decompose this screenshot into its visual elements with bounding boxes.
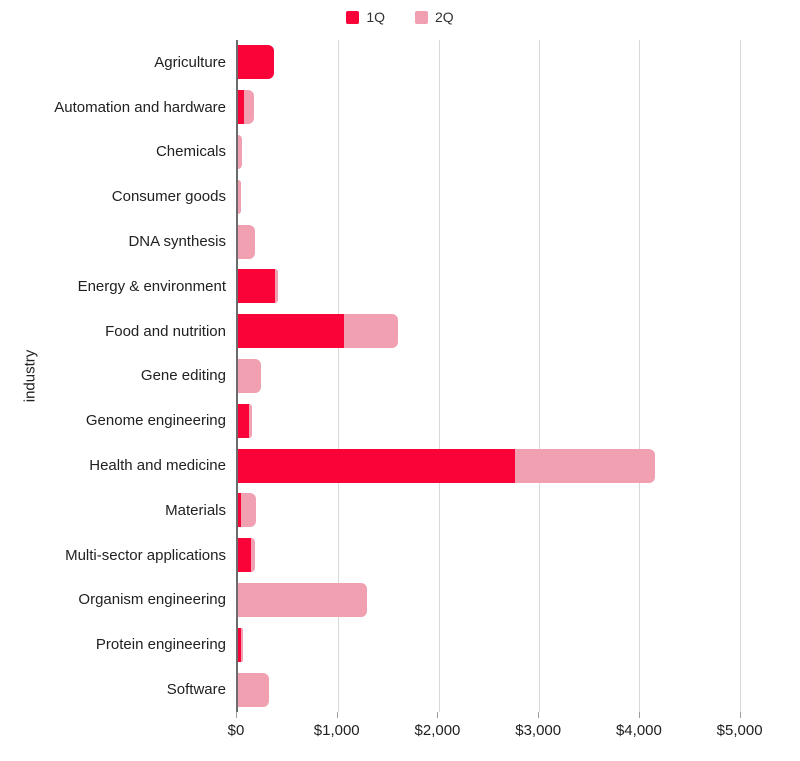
bar-row — [238, 578, 790, 623]
legend-item-2q: 2Q — [415, 9, 454, 25]
category-label: Software — [166, 681, 226, 699]
bar-row — [238, 533, 790, 578]
gridline — [639, 40, 641, 712]
bar-row — [238, 85, 790, 130]
bar-segment-2q — [249, 403, 252, 438]
bar-segment-1q — [238, 493, 241, 528]
bar-stack — [238, 90, 790, 125]
tick-mark — [638, 712, 640, 718]
bar-stack — [238, 224, 790, 259]
legend: 1Q 2Q — [0, 6, 800, 28]
category-label: Chemicals — [155, 143, 226, 161]
legend-swatch-icon — [346, 10, 360, 24]
category-axis-labels: Agriculture Automation and hardware Chemic… — [0, 40, 226, 712]
category-label: Materials — [165, 501, 226, 519]
bar-segment-1q — [238, 90, 245, 125]
bar-row — [238, 40, 790, 85]
category-label: Automation and hardware — [54, 98, 226, 116]
bar-segment-1q — [238, 403, 250, 438]
bar-row — [238, 130, 790, 175]
category-label: Energy & environment — [77, 277, 226, 295]
bar-segment-2q — [238, 582, 368, 617]
category-label: Health and medicine — [89, 457, 226, 475]
gridline — [338, 40, 340, 712]
bar-segment-2q — [241, 493, 257, 528]
category-label: Protein engineering — [95, 636, 226, 654]
category-label: Genome engineering — [85, 412, 226, 430]
bar-stack — [238, 403, 790, 438]
bar-row — [238, 174, 790, 219]
bar-segment-2q — [251, 538, 256, 573]
bar-segment-2q — [275, 269, 279, 304]
tick-mark — [336, 712, 338, 718]
bar-row — [238, 219, 790, 264]
category-label: Multi-sector applications — [65, 546, 226, 564]
bar-row — [238, 264, 790, 309]
legend-label: 1Q — [366, 9, 385, 25]
bar-segment-1q — [238, 314, 345, 349]
bar-segment-2q — [238, 358, 262, 393]
category-label: Consumer goods — [111, 188, 226, 206]
bar-stack — [238, 627, 790, 662]
bar-segment-1q — [238, 448, 515, 483]
tick-mark — [437, 712, 439, 718]
bar-segment-1q — [238, 538, 252, 573]
bar-row — [238, 354, 790, 399]
bar-stack — [238, 538, 790, 573]
legend-swatch-icon — [415, 10, 428, 24]
bar-stack — [238, 582, 790, 617]
bar-stack — [238, 179, 790, 214]
gridline — [539, 40, 541, 712]
tick-label: $4,000 — [615, 722, 662, 739]
bar-segment-2q — [515, 448, 655, 483]
bar-stack — [238, 672, 790, 707]
bar-stack — [238, 45, 790, 80]
gridline — [739, 40, 741, 712]
bar-segment-2q — [241, 627, 243, 662]
bar-segment-1q — [238, 627, 241, 662]
bar-segment-1q — [238, 45, 275, 80]
plot-area — [236, 40, 790, 712]
tick-label: $3,000 — [515, 722, 562, 739]
tick-label: $0 — [227, 722, 245, 739]
bar-row — [238, 443, 790, 488]
bar-segment-2q — [238, 672, 270, 707]
bar-row — [238, 398, 790, 443]
bar-segment-1q — [238, 269, 276, 304]
tick-mark — [538, 712, 540, 718]
legend-label: 2Q — [435, 9, 454, 25]
tick-mark — [739, 712, 741, 718]
x-axis: $0 $1,000 $2,000 $3,000 $4,000 $5,000 — [228, 712, 790, 752]
bar-segment-2q — [244, 90, 255, 125]
bar-row — [238, 667, 790, 712]
category-label: DNA synthesis — [128, 233, 226, 251]
tick-label: $2,000 — [414, 722, 461, 739]
bar-row — [238, 309, 790, 354]
category-label: Agriculture — [154, 53, 226, 71]
tick-label: $5,000 — [716, 722, 763, 739]
bar-segment-2q — [238, 224, 256, 259]
bar-stack — [238, 448, 790, 483]
bar-segment-2q — [344, 314, 398, 349]
bar-stack — [238, 134, 790, 169]
bar-segment-2q — [238, 179, 241, 214]
gridline — [438, 40, 440, 712]
bar-rows — [238, 40, 790, 712]
bar-stack — [238, 269, 790, 304]
bar-stack — [238, 358, 790, 393]
category-label: Organism engineering — [78, 591, 226, 609]
category-label: Gene editing — [140, 367, 226, 385]
legend-item-1q: 1Q — [346, 9, 385, 25]
bar-stack — [238, 314, 790, 349]
bar-stack — [238, 493, 790, 528]
tick-mark — [236, 712, 237, 718]
bar-row — [238, 622, 790, 667]
bar-segment-2q — [238, 134, 242, 169]
bar-row — [238, 488, 790, 533]
tick-label: $1,000 — [313, 722, 360, 739]
category-label: Food and nutrition — [105, 322, 226, 340]
